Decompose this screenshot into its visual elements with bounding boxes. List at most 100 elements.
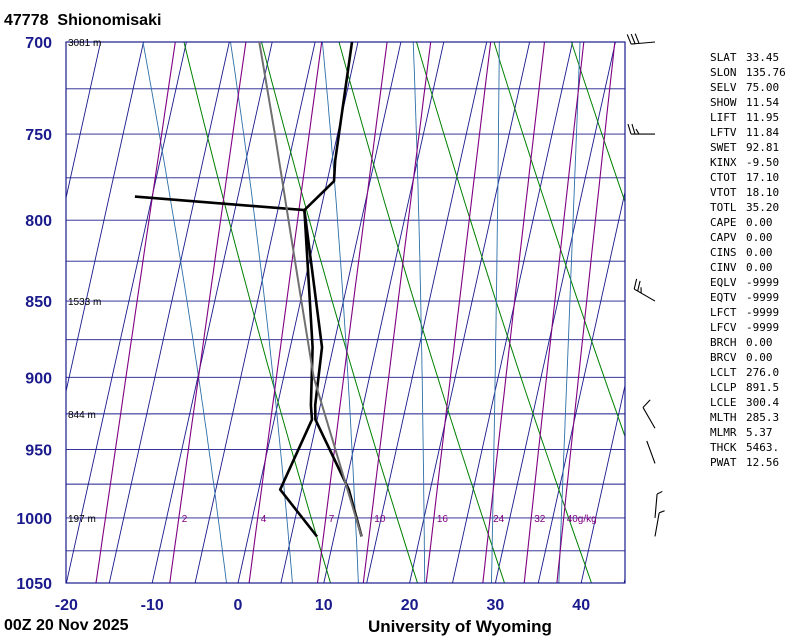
isotherm-line bbox=[194, 42, 316, 583]
index-name: SWET bbox=[710, 141, 737, 154]
index-value: -9999 bbox=[746, 291, 780, 304]
temperature-tick-label: 20 bbox=[401, 597, 419, 614]
index-name: BRCH bbox=[710, 336, 737, 349]
index-value: -9.50 bbox=[746, 156, 780, 169]
pressure-tick-label: 950 bbox=[25, 442, 52, 459]
index-value: 0.00 bbox=[746, 231, 773, 244]
index-name: LFCT bbox=[710, 306, 737, 319]
mixing-ratio-line bbox=[425, 42, 492, 583]
moist-adiabat bbox=[491, 42, 500, 583]
index-row: PWAT 12.56 bbox=[710, 455, 786, 470]
index-name: EQLV bbox=[710, 276, 737, 289]
barb-flag bbox=[631, 123, 636, 135]
index-row: BRCH 0.00 bbox=[710, 335, 786, 350]
index-row: MLTH 285.3 bbox=[710, 410, 786, 425]
isotherm-line bbox=[280, 42, 402, 583]
index-row: CTOT 17.10 bbox=[710, 170, 786, 185]
height-labels: 3081 m 1533 m 844 m 197 m bbox=[68, 38, 101, 525]
index-name: LCLT bbox=[710, 366, 737, 379]
index-name: EQTV bbox=[710, 291, 737, 304]
pressure-tick-label: 700 bbox=[25, 35, 52, 52]
isotherm-line bbox=[66, 42, 187, 583]
mixing-ratio-labels: 2 4 7 10 16 24 32 40g/kg bbox=[182, 514, 597, 525]
index-row: SLAT 33.45 bbox=[710, 50, 786, 65]
moist-adiabat bbox=[412, 42, 426, 583]
dry-adiabat bbox=[570, 42, 625, 204]
index-row: CAPV 0.00 bbox=[710, 230, 786, 245]
index-value: 300.4 bbox=[746, 396, 780, 409]
sounding-profiles bbox=[134, 42, 363, 538]
index-row: LCLT 276.0 bbox=[710, 365, 786, 380]
index-name: BRCV bbox=[710, 351, 737, 364]
parcel-profile bbox=[258, 42, 363, 537]
temperature-tick-label: 30 bbox=[487, 597, 505, 614]
index-name: KINX bbox=[710, 156, 737, 169]
wind-barb bbox=[627, 123, 655, 135]
index-name: MLMR bbox=[710, 426, 737, 439]
isotherm-line bbox=[108, 42, 230, 583]
mixing-ratio-line bbox=[523, 42, 585, 583]
index-row: LIFT 11.95 bbox=[710, 110, 786, 125]
index-name: LFCV bbox=[710, 321, 737, 334]
index-name: CTOT bbox=[710, 171, 737, 184]
index-row: LCLE 300.4 bbox=[710, 395, 786, 410]
index-value: 18.10 bbox=[746, 186, 780, 199]
dry-adiabat bbox=[415, 42, 592, 583]
mixing-ratio-label: 24 bbox=[493, 514, 505, 525]
mixing-ratio-label: 40g/kg bbox=[567, 514, 597, 525]
index-value: 5463. bbox=[746, 441, 780, 454]
index-value: 285.3 bbox=[746, 411, 780, 424]
index-value: 0.00 bbox=[746, 336, 773, 349]
barb-staff bbox=[631, 41, 656, 45]
index-value: 0.00 bbox=[746, 351, 773, 364]
dewpoint-profile bbox=[134, 195, 319, 538]
index-name: LIFT bbox=[710, 111, 737, 124]
isotherm-line bbox=[66, 42, 102, 201]
temperature-tick-label: -10 bbox=[141, 597, 164, 614]
moist-adiabat bbox=[230, 42, 293, 583]
index-name: LFTV bbox=[710, 126, 737, 139]
barb-flag bbox=[635, 128, 640, 135]
index-name: VTOT bbox=[710, 186, 737, 199]
index-name: SHOW bbox=[710, 96, 737, 109]
index-name: TOTL bbox=[710, 201, 737, 214]
index-row: SWET 92.81 bbox=[710, 140, 786, 155]
index-value: 92.81 bbox=[746, 141, 780, 154]
index-value: -9999 bbox=[746, 321, 780, 334]
index-value: -9999 bbox=[746, 276, 780, 289]
index-name: MLTH bbox=[710, 411, 737, 424]
isotherm-line bbox=[0, 42, 15, 583]
dry-adiabats bbox=[183, 42, 625, 583]
height-label: 3081 m bbox=[68, 38, 101, 49]
mixing-ratio-label: 2 bbox=[182, 514, 188, 525]
wind-barbs bbox=[626, 33, 665, 537]
barb-flag bbox=[626, 34, 632, 45]
pressure-tick-label: 800 bbox=[25, 213, 52, 230]
index-value: 75.00 bbox=[746, 81, 780, 94]
index-row: SLON 135.76 bbox=[710, 65, 786, 80]
barb-flag bbox=[633, 278, 638, 290]
height-label: 197 m bbox=[68, 514, 96, 525]
isotherm-line bbox=[151, 42, 273, 583]
index-name: PWAT bbox=[710, 456, 737, 469]
index-value: 35.20 bbox=[746, 201, 780, 214]
moist-adiabat bbox=[142, 42, 227, 583]
mixing-ratio-label: 32 bbox=[534, 514, 546, 525]
mixing-ratio-label: 16 bbox=[437, 514, 449, 525]
isotherm-line bbox=[580, 383, 625, 583]
index-row: CINS 0.00 bbox=[710, 245, 786, 260]
index-row: CINV 0.00 bbox=[710, 260, 786, 275]
station-name: Shionomisaki bbox=[57, 12, 162, 29]
index-value: 0.00 bbox=[746, 246, 773, 259]
mixing-ratio-line bbox=[95, 42, 176, 583]
isotherm-line bbox=[537, 190, 625, 583]
index-row: CAPE 0.00 bbox=[710, 215, 786, 230]
isobar-lines bbox=[66, 41, 625, 584]
index-value: 5.37 bbox=[746, 426, 773, 439]
barb-flag bbox=[630, 33, 636, 44]
index-name: CINS bbox=[710, 246, 737, 259]
dry-adiabat bbox=[338, 42, 505, 583]
isotherm-line bbox=[0, 42, 58, 583]
index-value: 891.5 bbox=[746, 381, 780, 394]
isotherm-line bbox=[494, 42, 616, 583]
